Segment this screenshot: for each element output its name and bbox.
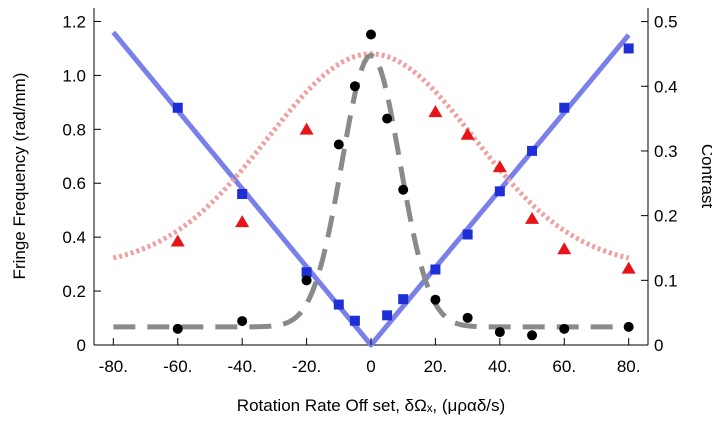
- square-point: [398, 294, 409, 305]
- y2-tick-label: 0.2: [654, 207, 678, 226]
- dotted-fit-line: [112, 51, 630, 261]
- solid-fit-line: [111, 30, 631, 348]
- triangle-point: [235, 215, 250, 228]
- circle-point: [494, 327, 505, 338]
- circle-point: [301, 275, 312, 286]
- x-axis-title: Rotation Rate Off set, δΩₓ, (μραδ/s): [237, 396, 505, 415]
- data-points: [170, 29, 636, 341]
- triangle-point: [428, 105, 443, 118]
- fit-curves: [111, 30, 631, 348]
- circle-point: [172, 323, 183, 334]
- y2-tick-label: 0.1: [654, 271, 678, 290]
- y-tick-label: 0.8: [62, 120, 86, 139]
- square-point: [301, 267, 312, 278]
- circle-point: [333, 139, 344, 150]
- circle-point: [349, 81, 360, 92]
- circle-point: [527, 330, 538, 341]
- dashed-fit-line: [113, 52, 629, 330]
- square-point: [494, 186, 505, 197]
- square-point: [382, 310, 393, 321]
- plot-frame: [93, 8, 649, 346]
- square-point: [237, 189, 248, 200]
- x-tick-label: -80.: [99, 357, 128, 376]
- triangle-point: [170, 234, 185, 247]
- triangle-point: [492, 160, 507, 173]
- circle-point: [623, 321, 634, 332]
- circle-point: [462, 312, 473, 323]
- triangle-point: [525, 211, 540, 224]
- x-tick-label: 40.: [488, 357, 512, 376]
- circle-point: [382, 113, 393, 124]
- circle-point: [366, 29, 376, 40]
- y2-tick-label: 0: [654, 336, 663, 355]
- square-point: [527, 145, 538, 156]
- square-point: [559, 102, 570, 113]
- square-point: [349, 315, 360, 326]
- triangle-point: [557, 242, 572, 255]
- x-tick-label: 60.: [552, 357, 576, 376]
- y-tick-label: 0: [77, 336, 86, 355]
- square-point: [462, 229, 473, 240]
- circle-point: [559, 323, 570, 334]
- x-tick-label: -40.: [228, 357, 257, 376]
- circle-point: [430, 294, 441, 305]
- circle-point: [398, 184, 409, 195]
- y2-tick-label: 0.4: [654, 77, 678, 96]
- square-point: [430, 264, 441, 275]
- x-tick-label: 80.: [617, 357, 641, 376]
- circle-point: [237, 316, 248, 327]
- y2-axis-title: Contrast: [698, 144, 712, 209]
- triangle-point: [621, 261, 636, 274]
- y2-tick-label: 0.5: [654, 13, 678, 32]
- y-tick-label: 0.2: [62, 282, 86, 301]
- triangle-point: [299, 122, 314, 135]
- square-point: [623, 43, 634, 54]
- y-axis-title: Fringe Frequency (rad/mm): [10, 73, 29, 280]
- square-point: [333, 299, 344, 310]
- y-tick-label: 0.4: [62, 228, 86, 247]
- x-tick-label: -60.: [163, 357, 192, 376]
- y-tick-label: 1.2: [62, 12, 86, 31]
- triangle-point: [460, 127, 475, 140]
- x-tick-label: 0: [366, 357, 375, 376]
- square-point: [172, 102, 183, 113]
- x-tick-label: -20.: [292, 357, 321, 376]
- axis-ticks: -80. -60. -40. -20. 0 20. 40. 60. 80. 0 0.2 0.4 0.6 0…: [62, 12, 677, 376]
- y-tick-label: 0.6: [62, 174, 86, 193]
- x-tick-label: 20.: [424, 357, 448, 376]
- y2-tick-label: 0.3: [654, 142, 678, 161]
- y-tick-label: 1.0: [62, 66, 86, 85]
